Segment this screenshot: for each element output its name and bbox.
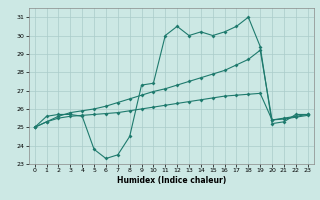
X-axis label: Humidex (Indice chaleur): Humidex (Indice chaleur) [116,176,226,185]
